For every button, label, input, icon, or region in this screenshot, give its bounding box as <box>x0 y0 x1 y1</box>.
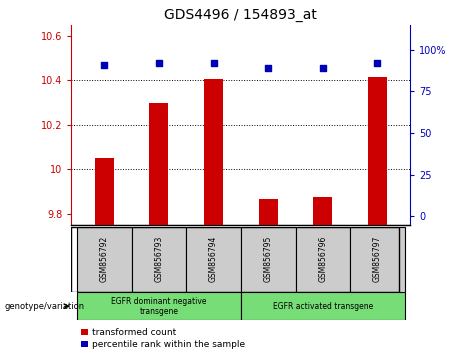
FancyBboxPatch shape <box>131 227 186 292</box>
FancyBboxPatch shape <box>296 227 350 292</box>
Text: EGFR dominant negative
transgene: EGFR dominant negative transgene <box>111 297 207 316</box>
Text: GSM856794: GSM856794 <box>209 236 218 282</box>
Point <box>100 62 108 68</box>
Text: EGFR activated transgene: EGFR activated transgene <box>273 302 373 311</box>
Text: transformed count: transformed count <box>92 327 177 337</box>
Text: genotype/variation: genotype/variation <box>5 302 85 311</box>
Bar <box>95 158 114 225</box>
Text: GSM856796: GSM856796 <box>319 236 327 282</box>
FancyBboxPatch shape <box>186 227 241 292</box>
Bar <box>149 103 168 225</box>
FancyBboxPatch shape <box>77 227 131 292</box>
FancyBboxPatch shape <box>241 227 296 292</box>
Text: GSM856797: GSM856797 <box>373 236 382 282</box>
Bar <box>313 197 332 225</box>
Bar <box>81 329 88 335</box>
Text: GSM856795: GSM856795 <box>264 236 273 282</box>
Bar <box>204 79 223 225</box>
Point <box>210 60 217 66</box>
Bar <box>368 77 387 225</box>
Point <box>155 60 163 66</box>
Bar <box>81 341 88 347</box>
Title: GDS4496 / 154893_at: GDS4496 / 154893_at <box>165 8 317 22</box>
FancyBboxPatch shape <box>241 292 405 320</box>
Point <box>319 65 326 71</box>
Text: percentile rank within the sample: percentile rank within the sample <box>92 339 245 349</box>
Text: GSM856793: GSM856793 <box>154 236 163 282</box>
Text: GSM856792: GSM856792 <box>100 236 109 282</box>
Point <box>374 60 381 66</box>
FancyBboxPatch shape <box>77 292 241 320</box>
Bar <box>259 199 278 225</box>
Point <box>265 65 272 71</box>
FancyBboxPatch shape <box>350 227 405 292</box>
